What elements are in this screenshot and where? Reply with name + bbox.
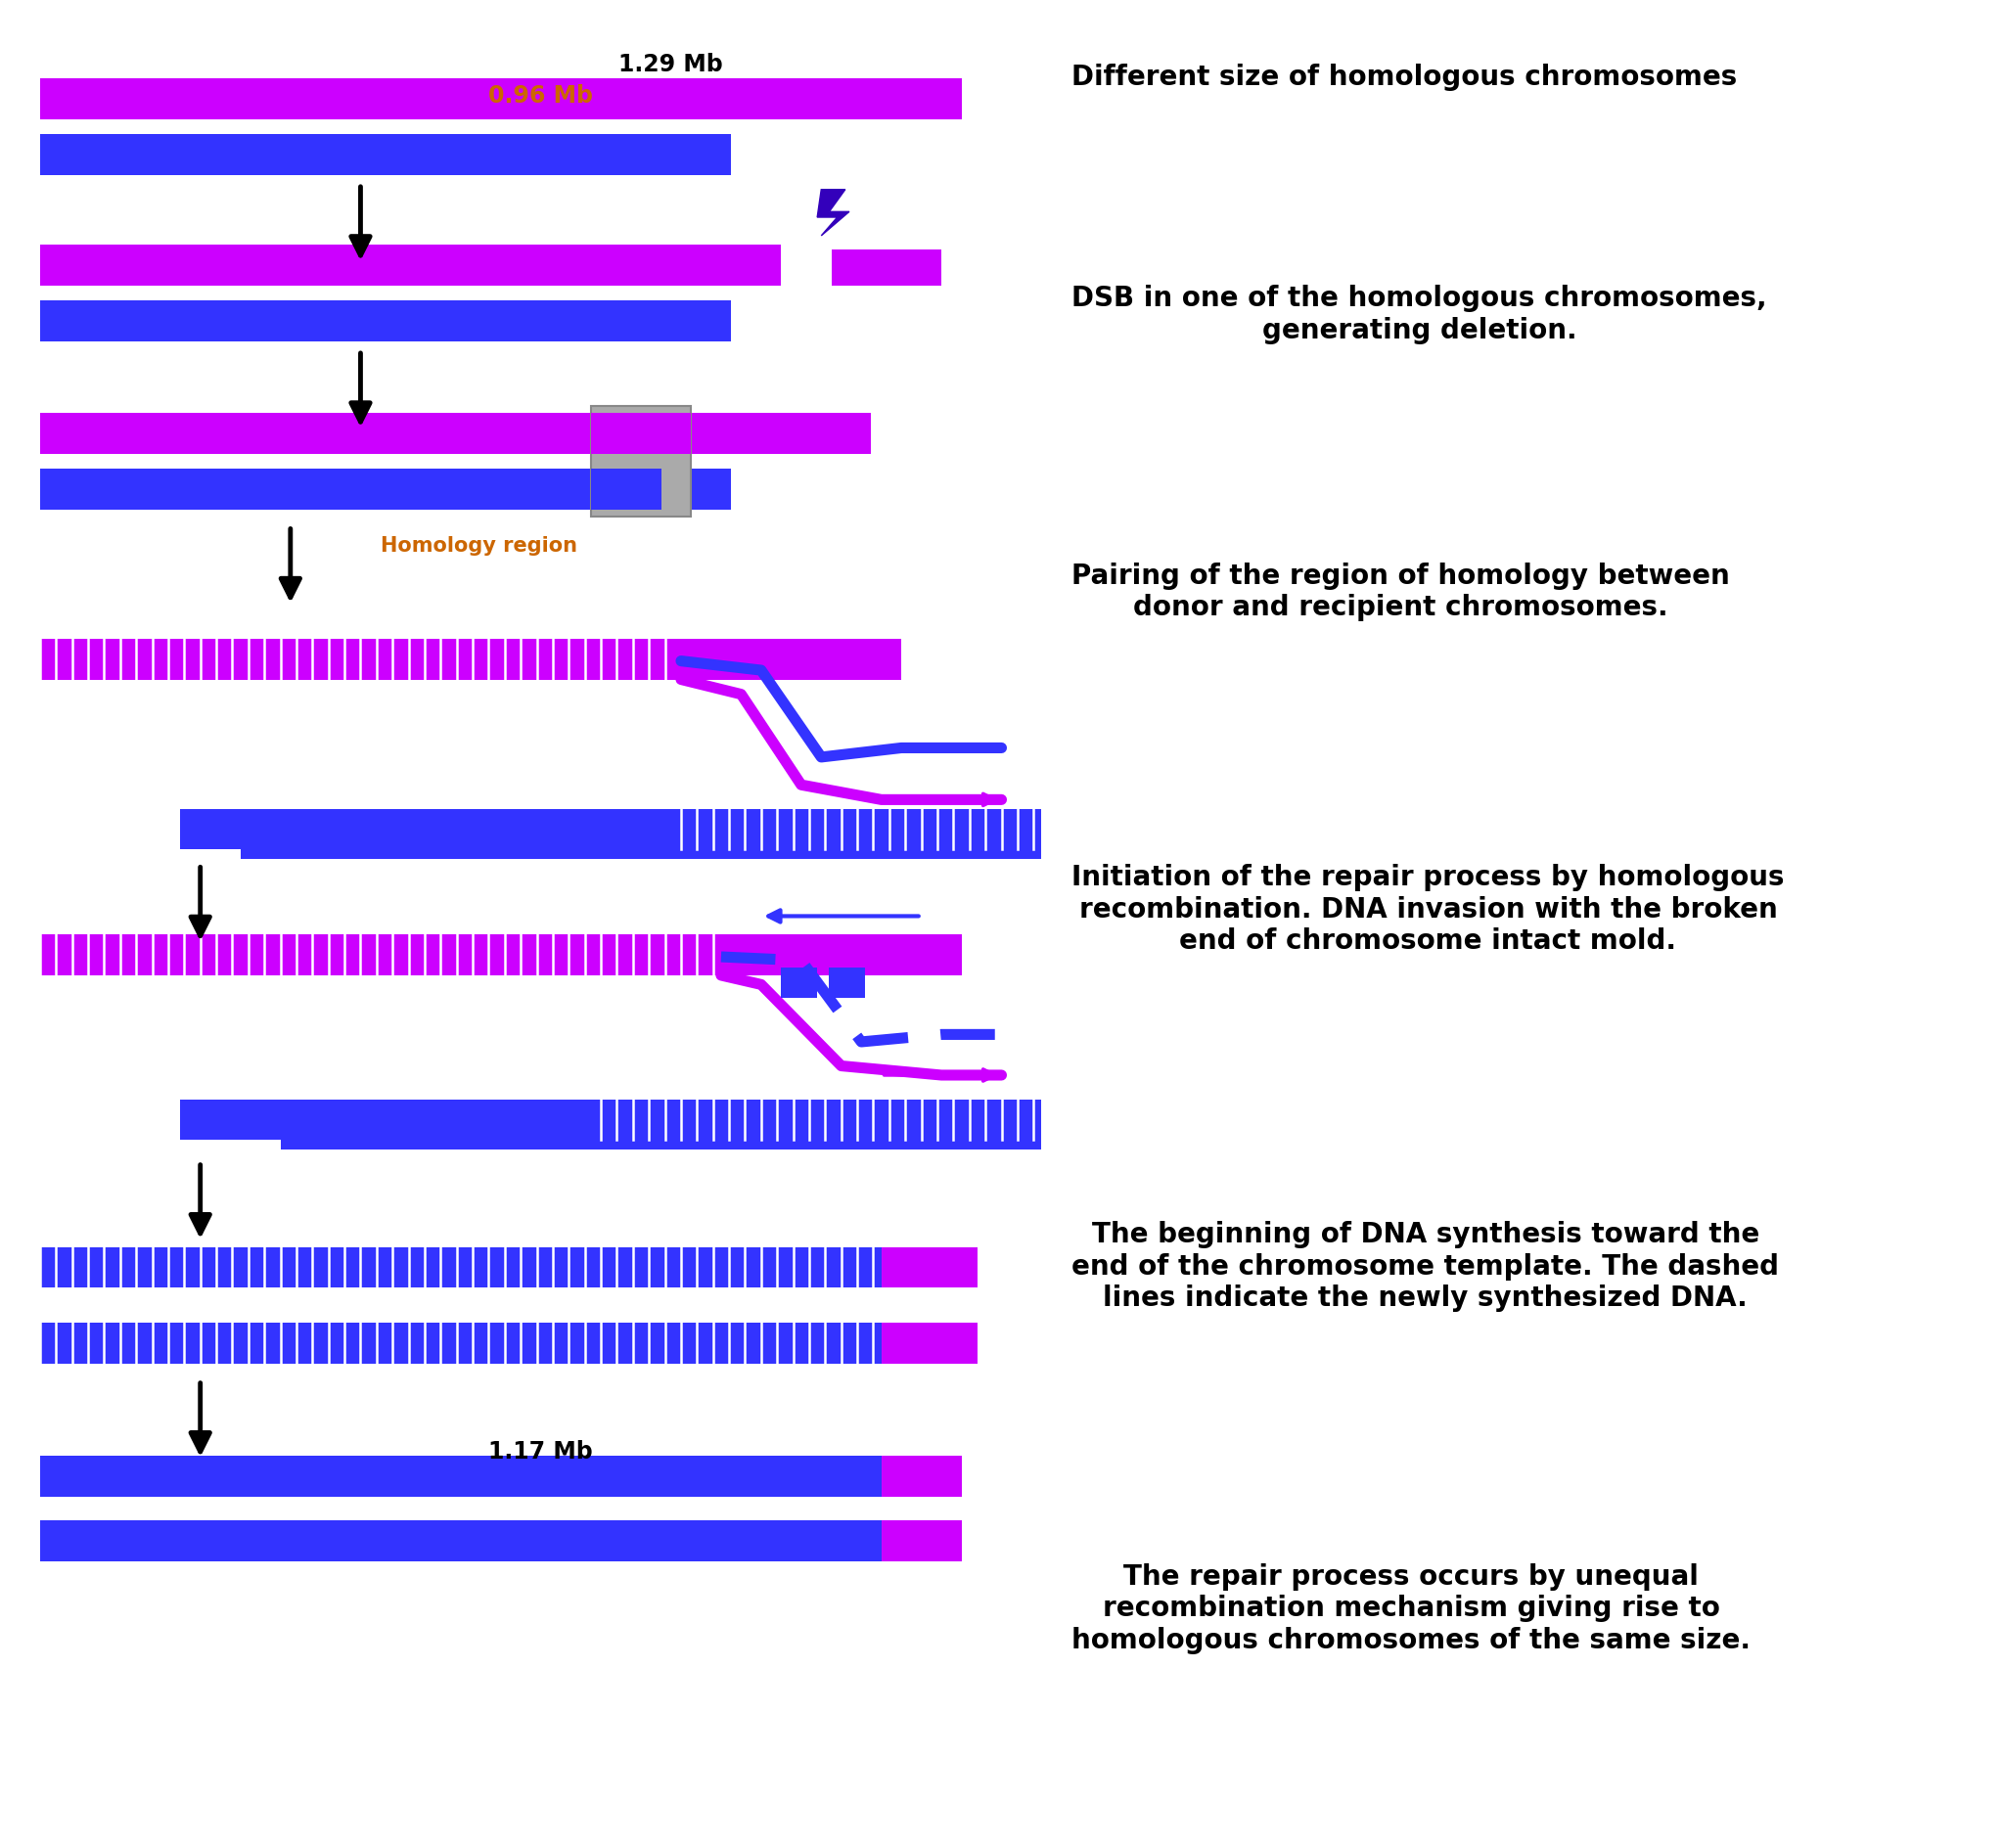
Bar — [40, 135, 731, 176]
Bar — [40, 639, 901, 680]
Text: Different size of homologous chromosomes: Different size of homologous chromosomes — [1072, 65, 1737, 91]
Bar — [781, 968, 817, 998]
Bar — [280, 1116, 1042, 1149]
Bar — [180, 809, 1042, 850]
Bar — [881, 1521, 961, 1562]
Bar — [591, 414, 691, 455]
Bar — [881, 1323, 977, 1364]
Bar — [591, 407, 691, 517]
Bar — [881, 1247, 977, 1288]
Bar — [40, 79, 961, 120]
Text: The repair process occurs by unequal
recombination mechanism giving rise to
homo: The repair process occurs by unequal rec… — [1072, 1562, 1751, 1654]
Text: Homology region: Homology region — [381, 536, 577, 556]
Bar — [40, 1247, 921, 1288]
Bar — [829, 968, 865, 998]
Bar — [40, 1521, 881, 1562]
Text: DSB in one of the homologous chromosomes,
generating deletion.: DSB in one of the homologous chromosomes… — [1072, 285, 1767, 344]
Text: 1.17 Mb: 1.17 Mb — [489, 1440, 593, 1462]
Bar — [881, 1456, 961, 1497]
Text: The beginning of DNA synthesis toward the
end of the chromosome template. The da: The beginning of DNA synthesis toward th… — [1072, 1220, 1779, 1312]
Bar — [40, 301, 731, 342]
Text: Initiation of the repair process by homologous
recombination. DNA invasion with : Initiation of the repair process by homo… — [1072, 863, 1785, 955]
Bar — [180, 1100, 1042, 1140]
Text: 1.29 Mb: 1.29 Mb — [619, 54, 723, 76]
Text: Pairing of the region of homology between
donor and recipient chromosomes.: Pairing of the region of homology betwee… — [1072, 562, 1731, 621]
Bar — [831, 249, 941, 286]
Text: 0.96 Mb: 0.96 Mb — [489, 85, 593, 107]
Bar — [591, 469, 661, 510]
Bar — [40, 469, 731, 510]
Polygon shape — [817, 190, 849, 237]
Bar — [40, 1456, 881, 1497]
Bar — [40, 246, 781, 286]
Bar — [40, 1323, 921, 1364]
Bar — [40, 935, 961, 976]
Bar — [240, 826, 1042, 859]
Bar — [40, 414, 871, 455]
